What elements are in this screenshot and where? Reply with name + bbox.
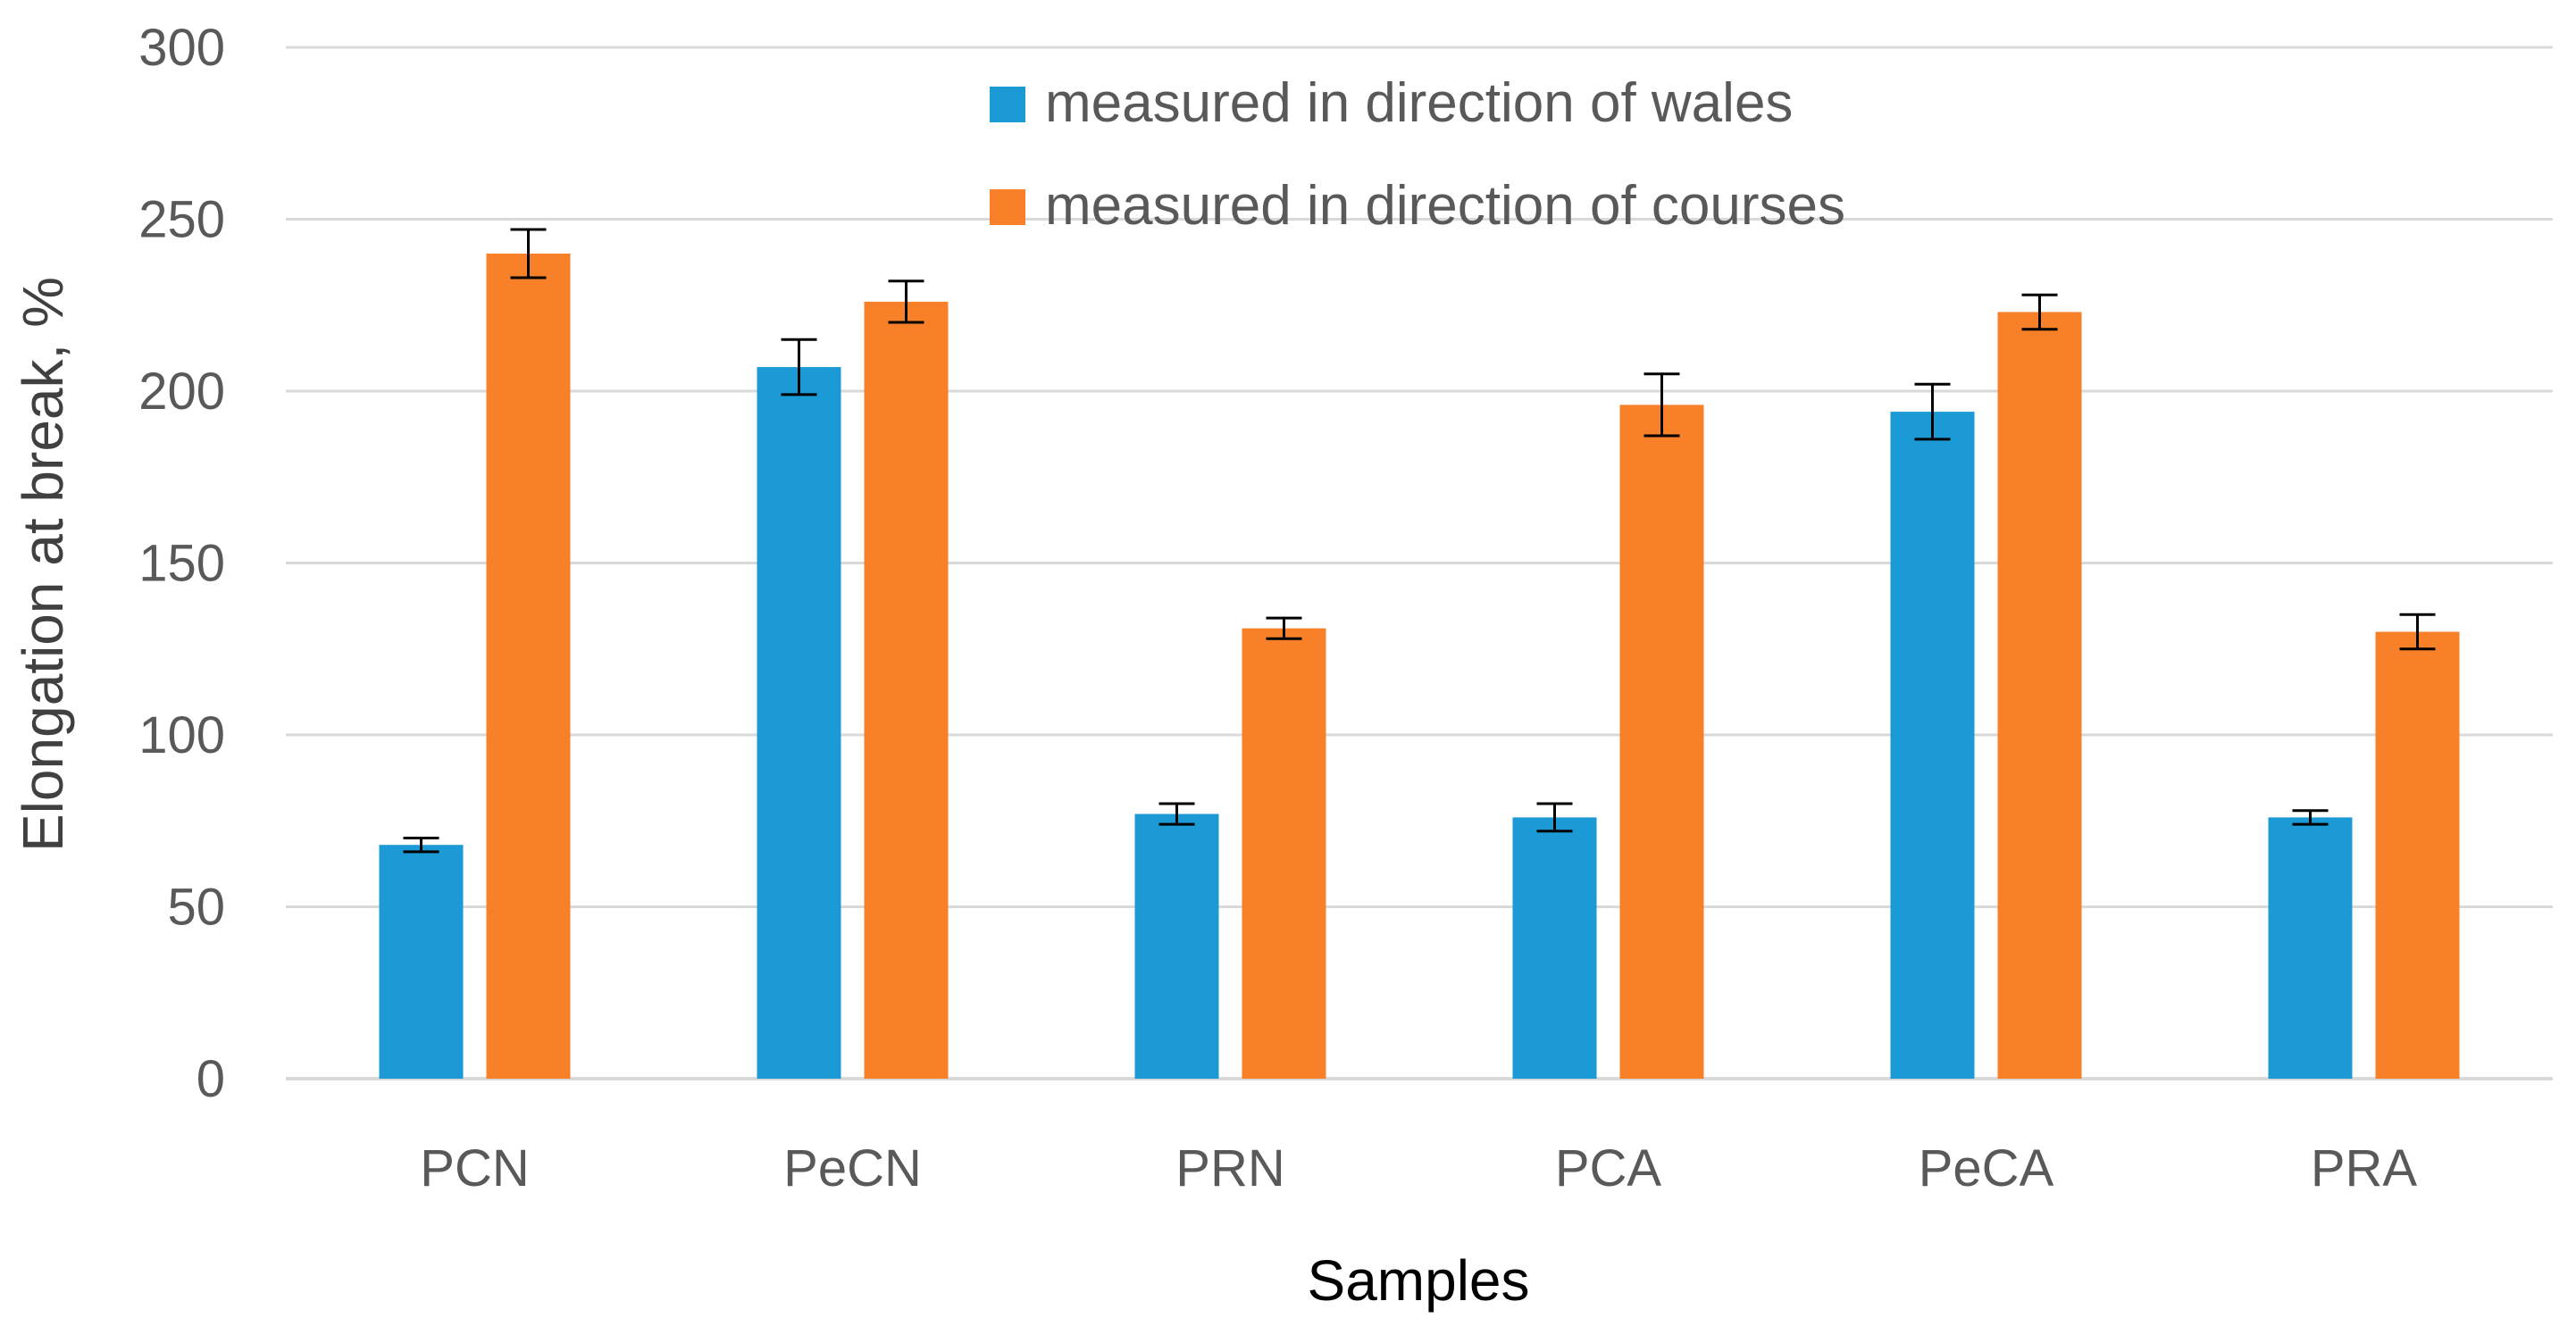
bar-pcn-series-1 — [486, 254, 571, 1079]
error-bar-pca-series-1 — [1643, 372, 1680, 438]
y-axis-title: Elongation at break, % — [11, 277, 75, 852]
error-bar-pecn-series-1 — [888, 279, 924, 324]
error-bar-peca-series-0 — [1914, 382, 1951, 441]
y-axis-ticks: 0 50 100 150 200 250 300 — [138, 19, 225, 1108]
error-bars — [403, 228, 2436, 854]
legend: measured in direction of wales measured … — [990, 72, 1845, 237]
bar-peca-series-1 — [1997, 312, 2082, 1079]
legend-label-wales: measured in direction of wales — [1045, 72, 1793, 134]
x-tick-label-peca: PeCA — [1919, 1139, 2054, 1197]
x-tick-label-pra: PRA — [2311, 1139, 2418, 1197]
bar-prn-series-1 — [1242, 628, 1326, 1079]
error-bar-prn-series-1 — [1266, 616, 1302, 640]
legend-swatch-courses — [990, 189, 1025, 225]
y-tick-label-0: 0 — [197, 1050, 225, 1108]
bar-pra-series-0 — [2268, 817, 2353, 1079]
y-tick-label-150: 150 — [138, 535, 225, 593]
gridlines — [286, 46, 2553, 1080]
error-bar-peca-series-1 — [2021, 293, 2058, 331]
y-tick-label-50: 50 — [167, 879, 225, 937]
x-tick-label-prn: PRN — [1175, 1139, 1284, 1197]
x-axis-ticks: PCN PeCN PRN PCA PeCA PRA — [420, 1139, 2417, 1197]
error-bar-pra-series-0 — [2292, 809, 2329, 826]
y-tick-label-200: 200 — [138, 363, 225, 421]
error-bar-pecn-series-0 — [781, 338, 817, 396]
x-tick-label-pcn: PCN — [420, 1139, 529, 1197]
bar-pcn-series-0 — [379, 845, 464, 1079]
y-tick-label-100: 100 — [138, 706, 225, 764]
error-bar-prn-series-0 — [1158, 802, 1195, 826]
bar-pecn-series-0 — [757, 367, 841, 1079]
bars — [379, 254, 2460, 1080]
x-tick-label-pecn: PeCN — [783, 1139, 922, 1197]
legend-label-courses: measured in direction of courses — [1045, 175, 1845, 237]
error-bar-pra-series-1 — [2399, 613, 2436, 651]
bar-pca-series-1 — [1619, 405, 1704, 1079]
bar-pra-series-1 — [2375, 631, 2460, 1079]
x-axis-title: Samples — [1308, 1248, 1530, 1313]
y-tick-label-300: 300 — [138, 19, 225, 77]
y-tick-label-250: 250 — [138, 191, 225, 249]
bar-peca-series-0 — [1890, 412, 1975, 1080]
error-bar-pcn-series-0 — [403, 837, 439, 854]
error-bar-pca-series-0 — [1536, 802, 1573, 833]
bar-pecn-series-1 — [864, 301, 949, 1079]
legend-swatch-wales — [990, 87, 1025, 122]
x-tick-label-pca: PCA — [1555, 1139, 1662, 1197]
bar-prn-series-0 — [1134, 813, 1219, 1079]
error-bar-pcn-series-1 — [510, 228, 547, 279]
bar-pca-series-0 — [1512, 817, 1597, 1079]
